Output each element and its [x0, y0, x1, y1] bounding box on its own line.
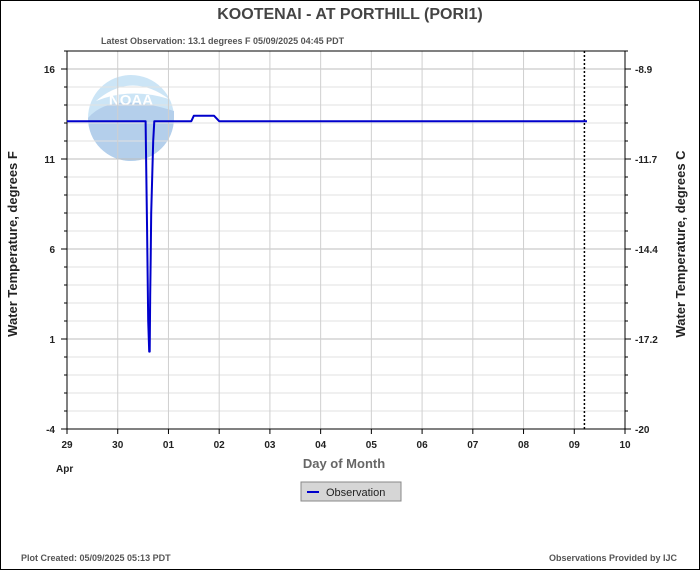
x-tick-label: 03	[264, 440, 276, 451]
x-tick-label: 10	[619, 440, 631, 451]
x-tick-label: 07	[467, 440, 479, 451]
provider-footer: Observations Provided by IJC	[549, 553, 678, 563]
axes	[61, 50, 631, 434]
y-tick-label-right: -14.4	[635, 245, 658, 256]
x-tick-label: 09	[569, 440, 581, 451]
y-axis-label-left: Water Temperature, degrees F	[5, 151, 20, 337]
latest-observation-subtitle: Latest Observation: 13.1 degrees F 05/09…	[101, 36, 345, 46]
noaa-logo: NOAA	[88, 75, 174, 161]
tick-labels: 16 11 6 1 -4 -8.9 -11.7 -14.4 -17.2 -20 29 30 01 02 03…	[44, 65, 658, 451]
chart-title: KOOTENAI - AT PORTHILL (PORI1)	[217, 6, 482, 23]
x-tick-label: 29	[61, 440, 73, 451]
y-tick-label-left: -4	[46, 425, 55, 436]
x-tick-label: 04	[315, 440, 327, 451]
grid	[67, 51, 625, 429]
x-month-label: Apr	[56, 464, 73, 475]
plot-created-footer: Plot Created: 05/09/2025 05:13 PDT	[21, 553, 171, 563]
legend-box	[300, 481, 402, 502]
y-axis-label-right: Water Temperature, degrees C	[673, 150, 688, 338]
x-tick-label: 06	[417, 440, 429, 451]
y-tick-label-left: 6	[49, 245, 55, 256]
series	[67, 51, 587, 429]
plot-border	[66, 50, 626, 430]
x-tick-label: 08	[518, 440, 530, 451]
x-tick-label: 02	[214, 440, 226, 451]
x-tick-label: 01	[163, 440, 175, 451]
y-tick-label-left: 16	[44, 65, 56, 76]
noaa-logo-text: NOAA	[109, 92, 153, 109]
y-tick-label-right: -11.7	[635, 155, 658, 166]
y-tick-label-right: -17.2	[635, 335, 658, 346]
y-tick-label-left: 11	[44, 155, 55, 166]
y-tick-label-right: -20	[635, 425, 650, 436]
x-axis-label: Day of Month	[303, 456, 385, 471]
x-tick-label: 05	[366, 440, 378, 451]
legend-label: Observation	[326, 487, 385, 499]
series-line-observation	[67, 114, 587, 353]
y-tick-label-left: 1	[49, 335, 55, 346]
y-tick-label-right: -8.9	[635, 65, 653, 76]
x-tick-label: 30	[112, 440, 124, 451]
legend: Observation	[300, 481, 402, 502]
